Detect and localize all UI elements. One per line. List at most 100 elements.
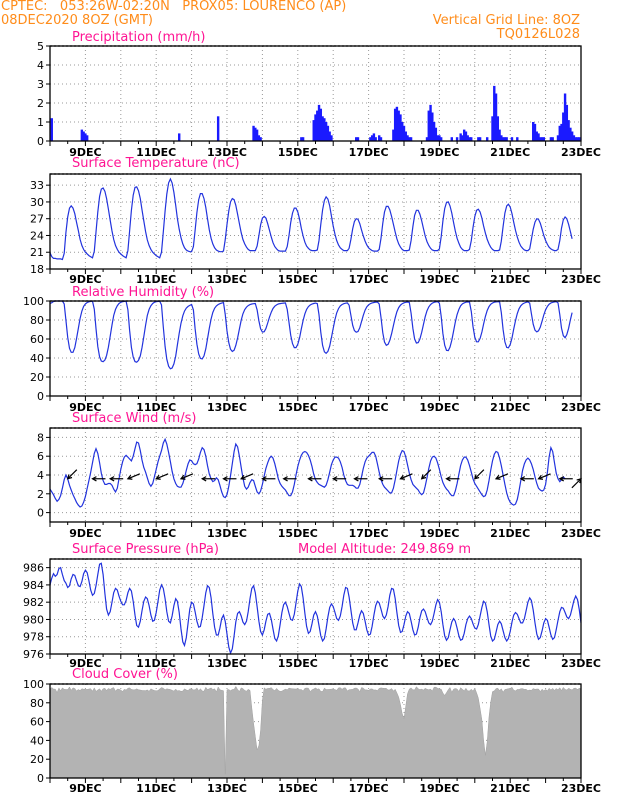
wind-wind-arrowhead [126, 474, 133, 480]
cloud-xtick-label: 23DEC [561, 782, 601, 795]
precip-bar [82, 131, 85, 141]
precip-bar [565, 104, 569, 141]
precip-bar [510, 137, 514, 141]
wind-ytick-label: 2 [37, 488, 44, 501]
wind-ytick-label: 6 [37, 450, 44, 463]
precip-bar [556, 135, 560, 141]
temp-panel [46, 173, 582, 274]
precip-bar [252, 125, 255, 141]
wind-wind-arrowhead [261, 476, 267, 482]
cloud-panel [46, 683, 582, 783]
precip-bar [379, 137, 383, 141]
pres-ytick-label: 984 [23, 579, 44, 592]
rh-title: Relative Humidity (%) [72, 285, 214, 300]
temp-series-line [49, 177, 573, 261]
wind-wind-arrowhead [353, 476, 359, 482]
precip-bar [374, 137, 377, 141]
precip-xtick-label: 17DEC [349, 146, 389, 159]
precip-bar [328, 131, 331, 141]
precip-bar [317, 104, 321, 141]
pres-xtick-label: 13DEC [207, 657, 247, 670]
temp-title: Surface Temperature (nC) [72, 156, 240, 171]
rh-xtick-label: 23DEC [561, 401, 601, 414]
header-grid-line: Vertical Grid Line: 8OZ [432, 13, 580, 28]
temp-ytick-label: 21 [30, 246, 44, 259]
pres-series-line [49, 562, 582, 655]
precip-bar [542, 137, 546, 141]
precip-bar [425, 137, 429, 141]
wind-wind-arrowhead [445, 476, 451, 482]
pres-subtitle: Model Altitude: 249.869 m [298, 542, 471, 557]
wind-wind-arrowhead [108, 476, 115, 482]
precip-bar [255, 129, 259, 141]
precip-bar [493, 85, 496, 141]
rh-xtick-label: 17DEC [349, 401, 389, 414]
rh-xtick-label: 11DEC [136, 401, 176, 414]
precip-bar [312, 120, 315, 141]
wind-xtick-label: 19DEC [419, 527, 459, 540]
precip-xtick-label: 21DEC [490, 146, 530, 159]
precip-bar [438, 135, 441, 141]
precip-bar [494, 93, 498, 141]
wind-wind-arrowhead [222, 476, 228, 482]
temp-ytick-label: 18 [30, 263, 44, 276]
wind-xtick-label: 15DEC [278, 527, 318, 540]
precip-ytick-label: 5 [37, 40, 44, 53]
precip-bar [572, 135, 576, 141]
precip-bar [355, 137, 358, 141]
wind-wind-arrowhead [420, 474, 427, 480]
precip-bar [321, 116, 324, 141]
precip-bar [570, 131, 574, 141]
wind-wind-arrowhead [307, 476, 313, 482]
precip-bar [301, 137, 305, 141]
cloud-ytick-label: 100 [23, 678, 44, 691]
precip-panel [46, 45, 582, 146]
wind-wind-arrowhead [240, 474, 246, 480]
rh-xtick-label: 21DEC [490, 401, 530, 414]
precip-bar [314, 114, 317, 141]
temp-xtick-label: 15DEC [278, 273, 318, 286]
wind-series-line [49, 437, 566, 508]
precip-bar [378, 135, 381, 141]
pres-xtick-label: 23DEC [561, 657, 601, 670]
precip-xtick-label: 13DEC [207, 146, 247, 159]
wind-wind-arrowhead [519, 476, 526, 482]
precip-bar [323, 118, 326, 141]
precip-bar [85, 135, 89, 141]
precip-bar [478, 137, 482, 141]
wind-xtick-label: 23DEC [561, 527, 601, 540]
rh-ytick-label: 100 [23, 295, 44, 308]
wind-wind-arrow [400, 473, 413, 480]
precip-bar [439, 137, 443, 141]
precip-bar [431, 112, 434, 141]
precip-bar [491, 116, 494, 141]
cloud-title: Cloud Cover (%) [72, 667, 178, 682]
precip-bar [532, 122, 535, 141]
temp-xtick-label: 17DEC [349, 273, 389, 286]
wind-wind-arrowhead [377, 476, 384, 482]
precip-bar [432, 122, 436, 141]
wind-wind-arrowhead [331, 476, 338, 482]
precip-xtick-label: 15DEC [278, 146, 318, 159]
wind-wind-arrowhead [282, 476, 288, 482]
precip-title: Precipitation (mm/h) [72, 30, 205, 45]
cloud-xtick-label: 17DEC [349, 782, 389, 795]
precip-bar [485, 137, 489, 141]
wind-ytick-label: 4 [37, 469, 44, 482]
precip-bar [574, 137, 577, 141]
precip-bar [459, 133, 462, 141]
cloud-xtick-label: 13DEC [207, 782, 247, 795]
precip-bar [395, 106, 399, 141]
rh-ytick-label: 60 [30, 333, 44, 346]
wind-wind-arrowhead [558, 476, 564, 482]
cloud-ytick-label: 80 [30, 697, 44, 710]
wind-wind-arrow [495, 473, 509, 480]
precip-bar [558, 125, 561, 141]
precip-ytick-label: 1 [37, 116, 44, 129]
precip-bar [505, 137, 508, 141]
precip-bar [369, 137, 372, 141]
temp-xtick-label: 19DEC [419, 273, 459, 286]
rh-ytick-label: 80 [30, 314, 44, 327]
precip-bar [427, 110, 430, 141]
precip-bar [464, 131, 468, 141]
